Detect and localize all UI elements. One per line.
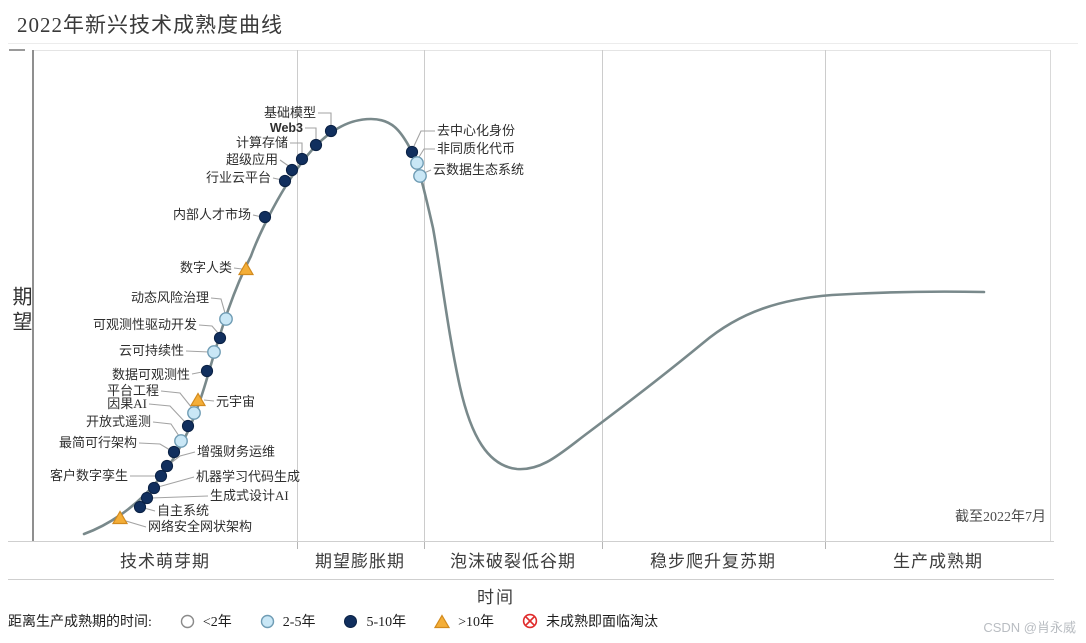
as-of-date: 截至2022年7月 (955, 510, 1046, 525)
phase-label-innovation-trigger: 技术萌芽期 (120, 552, 210, 571)
leader-line (203, 399, 215, 402)
legend-item-obsolete: 未成熟即面临淘汰 (522, 611, 658, 631)
marker-more-than-10-years (111, 510, 129, 525)
legend-label: 5-10年 (366, 615, 407, 630)
title-divider (8, 43, 1078, 44)
legend-marker-5-10y-circle-icon (344, 614, 358, 628)
legend-label: <2年 (202, 615, 232, 630)
phase-separator-tick (825, 542, 826, 549)
leader-line (318, 112, 332, 126)
y-axis-top-tick (9, 49, 25, 51)
leader-line (160, 390, 193, 409)
legend-item-5-10y: 5-10年 (343, 611, 406, 631)
markers-layer (111, 124, 427, 525)
leader-line (233, 267, 243, 270)
legend-label: >10年 (458, 615, 495, 630)
leader-line (210, 297, 226, 314)
legend-label: 2-5年 (282, 615, 316, 630)
marker-5-10-years (154, 469, 168, 483)
x-axis-label: 时间 (477, 588, 515, 607)
leader-line (305, 127, 317, 140)
marker-5-10-years (133, 500, 147, 514)
legend-marker-obsolete-icon (522, 613, 538, 629)
phase-separator-tick (297, 542, 298, 549)
leader-line (150, 495, 209, 499)
marker-5-10-years (324, 124, 338, 138)
marker-2-5-years (410, 156, 424, 170)
phase-band (8, 541, 1054, 580)
legend-marker-lt2y-circle-icon (180, 614, 195, 628)
leader-line (138, 442, 171, 451)
phase-label-slope-of-enlightenment: 稳步爬升复苏期 (650, 552, 776, 571)
marker-5-10-years (147, 481, 161, 495)
leader-line (413, 130, 435, 147)
legend: 距离生产成熟期的时间: <2年 2-5年 5-10年 >10年 未成熟即面临淘汰 (8, 611, 658, 631)
phase-separator-tick (602, 542, 603, 549)
leader-line (198, 324, 219, 334)
marker-more-than-10-years (189, 392, 207, 407)
marker-5-10-years (181, 419, 195, 433)
leader-line (148, 403, 186, 423)
phase-label-trough-of-disillusionment: 泡沫破裂低谷期 (450, 552, 576, 571)
watermark: CSDN @肖永威 (983, 620, 1076, 635)
marker-2-5-years (174, 434, 188, 448)
leader-line (125, 520, 147, 528)
leader-line (157, 476, 195, 488)
leader-lines-layer (125, 112, 435, 528)
leader-line (290, 142, 303, 154)
legend-label: 未成熟即面临淘汰 (546, 615, 659, 630)
marker-2-5-years (207, 345, 221, 359)
legend-item-lt2y: <2年 (180, 611, 232, 631)
leader-line (152, 421, 180, 437)
marker-5-10-years (295, 152, 309, 166)
marker-5-10-years (309, 138, 323, 152)
phase-label-plateau-of-productivity: 生产成熟期 (893, 552, 983, 571)
legend-marker-2-5y-circle-icon (260, 614, 274, 628)
marker-2-5-years (413, 169, 427, 183)
marker-2-5-years (219, 312, 233, 326)
marker-more-than-10-years (237, 261, 255, 276)
page-title: 2022年新兴技术成熟度曲线 (17, 13, 283, 37)
marker-5-10-years (140, 491, 154, 505)
legend-marker-gt10y-triangle-icon (434, 613, 451, 628)
hype-curve (82, 117, 986, 536)
marker-5-10-years (167, 445, 181, 459)
leader-line (185, 350, 210, 353)
marker-5-10-years (405, 145, 419, 159)
marker-5-10-years (160, 459, 174, 473)
marker-5-10-years (200, 364, 214, 378)
phase-separator-tick (424, 542, 425, 549)
marker-5-10-years (285, 163, 299, 177)
phase-label-peak-of-expectations: 期望膨胀期 (315, 552, 405, 571)
marker-5-10-years (278, 174, 292, 188)
leader-line (170, 451, 196, 464)
legend-title: 距离生产成熟期的时间: (8, 615, 152, 630)
marker-5-10-years (258, 210, 272, 224)
leader-line (418, 148, 435, 158)
legend-item-2-5y: 2-5年 (260, 611, 316, 631)
leader-line (191, 371, 203, 375)
marker-2-5-years (187, 406, 201, 420)
y-axis-label: 期望 (9, 286, 31, 336)
marker-5-10-years (213, 331, 227, 345)
legend-item-gt10y: >10年 (434, 611, 494, 631)
